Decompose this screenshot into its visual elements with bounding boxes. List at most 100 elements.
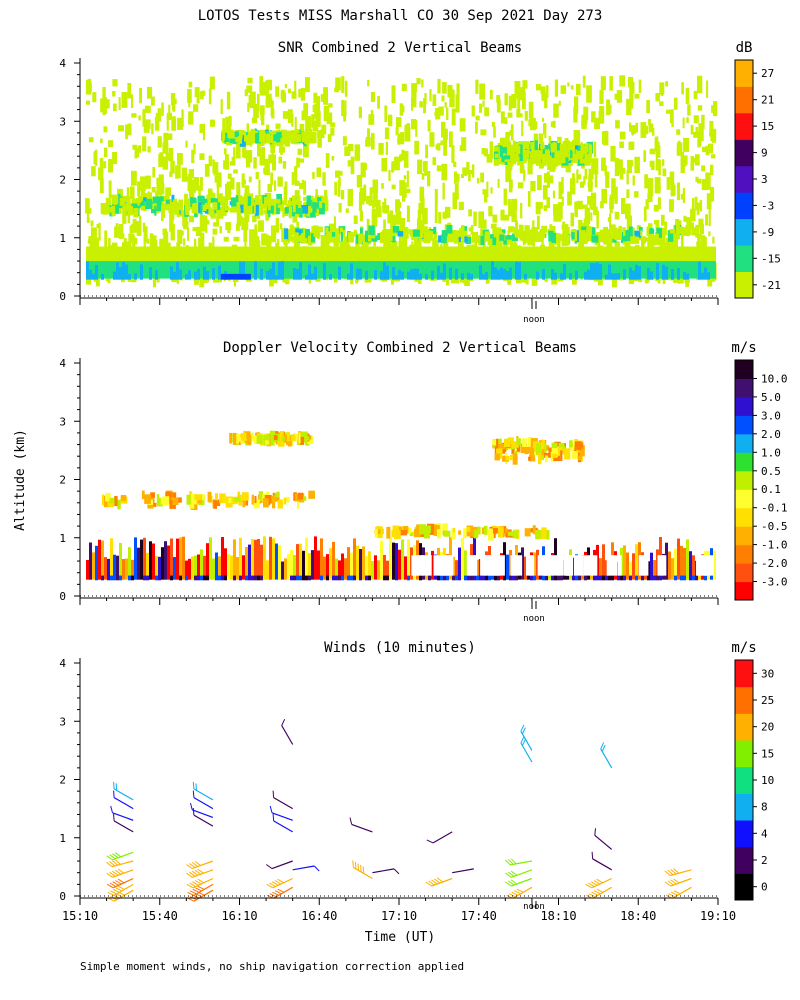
snr-cell [561, 224, 565, 230]
doppler-cell [509, 575, 512, 581]
snr-bl-cell [614, 246, 617, 264]
snr-cell [244, 185, 250, 199]
snr-cell [166, 114, 169, 131]
y-tick-label: 2 [59, 774, 66, 787]
snr-cell [391, 162, 395, 173]
doppler-cell [347, 547, 350, 580]
doppler-cell [383, 554, 386, 580]
wind-barb-flag [521, 727, 526, 735]
snr-cell [551, 232, 556, 243]
snr-bl-cell [401, 246, 404, 264]
snr-cell [195, 226, 202, 237]
doppler-cell [271, 496, 278, 501]
snr-bl-cell [578, 246, 581, 264]
doppler-cell [704, 575, 707, 581]
doppler-cell [498, 526, 504, 538]
snr-cell [227, 173, 232, 180]
snr-bl-cell [668, 246, 671, 264]
snr-bl-cell [347, 261, 350, 279]
wind-barb-flag [591, 851, 594, 859]
snr-bl-cell [437, 246, 440, 264]
snr-cell [278, 156, 283, 164]
snr-cell [241, 179, 246, 185]
snr-cell [587, 232, 594, 241]
snr-cell [305, 228, 308, 238]
snr-cell [713, 101, 718, 117]
doppler-cell [528, 456, 531, 461]
wind-barb-flag [431, 879, 438, 885]
snr-bl-cell [596, 246, 599, 264]
wind-barb-flag [191, 870, 199, 876]
doppler-cell [492, 528, 498, 534]
doppler-cell [293, 555, 296, 580]
wind-barb-flag [510, 858, 517, 865]
snr-bl-cell [302, 246, 305, 264]
doppler-cell [257, 575, 260, 581]
snr-cell [330, 122, 336, 128]
doppler-cell [437, 575, 440, 581]
snr-bl-cell [188, 246, 191, 264]
doppler-cell [197, 554, 200, 580]
snr-cell [488, 206, 493, 217]
snr-cell [284, 83, 287, 89]
snr-cell [359, 210, 363, 222]
snr-cell [507, 148, 511, 157]
snr-cell [630, 86, 634, 104]
snr-cell [314, 195, 320, 203]
doppler-cell [423, 527, 430, 539]
doppler-cell [306, 436, 310, 441]
doppler-cell [299, 575, 302, 581]
snr-bl-cell [617, 273, 620, 280]
snr-bl-cell [611, 273, 614, 280]
snr-cell [93, 151, 96, 165]
doppler-cell [407, 575, 410, 581]
snr-cell [693, 131, 698, 138]
snr-cell [479, 83, 486, 100]
doppler-cell [544, 452, 551, 458]
snr-bl-cell [515, 246, 518, 264]
snr-cell [395, 126, 399, 136]
snr-bl-cell [593, 263, 596, 280]
doppler-cell [626, 552, 629, 580]
snr-cell [288, 207, 292, 219]
snr-cell [315, 209, 319, 216]
doppler-cell [300, 436, 305, 445]
snr-bl-cell [665, 246, 668, 264]
snr-cell [294, 166, 298, 184]
snr-cell [112, 91, 116, 97]
doppler-gap [617, 555, 622, 576]
snr-cell [496, 99, 501, 113]
snr-bl-cell [128, 261, 131, 279]
doppler-cell [257, 539, 260, 580]
snr-cell [542, 184, 548, 200]
snr-cell [96, 223, 100, 228]
snr-bl-cell [257, 246, 260, 264]
doppler-cell [689, 551, 692, 580]
snr-cell [331, 156, 335, 161]
doppler-cell [440, 575, 443, 581]
snr-cell [695, 154, 700, 166]
wind-barb-flag [354, 861, 357, 870]
snr-cell [400, 105, 405, 113]
wind-barb-flag [434, 878, 441, 884]
wind-barb-flag [349, 817, 353, 825]
snr-cell [586, 151, 593, 158]
snr-bl-cell [410, 269, 413, 280]
snr-bl-cell [161, 246, 164, 264]
doppler-cell [529, 454, 536, 462]
y-axis-label: Altitude (km) [13, 429, 28, 531]
snr-bl-cell [263, 246, 266, 264]
snr-cell [100, 203, 107, 214]
snr-cell [341, 229, 345, 238]
snr-bl-cell [581, 246, 584, 264]
snr-cell [458, 236, 462, 242]
doppler-gap [704, 555, 714, 576]
snr-bl-cell [572, 246, 575, 264]
y-tick-label: 1 [59, 832, 66, 845]
snr-cell [289, 224, 294, 236]
colorbar-label: 21 [761, 94, 774, 107]
wind-barb-flag [195, 887, 202, 892]
snr-cell [259, 131, 262, 142]
snr-bl-cell [428, 261, 431, 279]
snr-cell [627, 159, 632, 174]
